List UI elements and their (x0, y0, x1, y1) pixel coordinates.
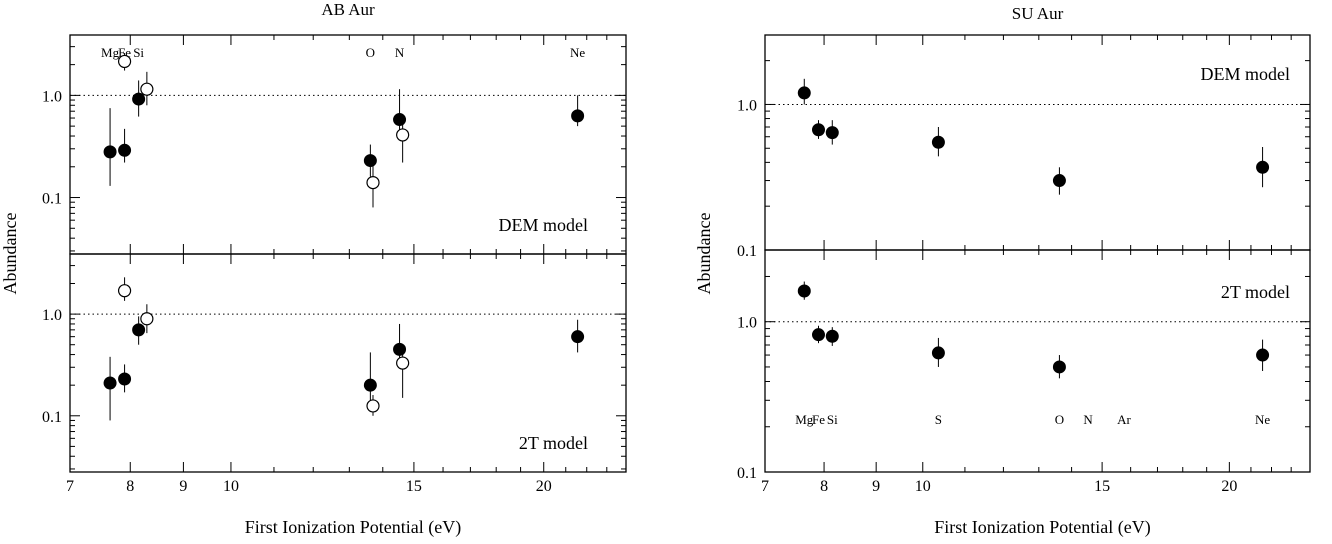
chart-2: SU Aur Abundance First Ionization Potentia… (694, 4, 1311, 538)
panel-label: 2T model (519, 433, 588, 453)
y-tick-label: 0.1 (42, 409, 62, 426)
element-label: N (395, 45, 405, 60)
x-axis-label: First Ionization Potential (eV) (934, 517, 1150, 538)
x-tick-label: 7 (66, 478, 74, 495)
data-point (396, 356, 410, 370)
panel-label: 2T model (1221, 282, 1290, 302)
panel-label: DEM model (499, 215, 589, 235)
data-point (132, 323, 146, 337)
series-2 (117, 52, 410, 208)
data-point (140, 312, 154, 326)
element-label: S (935, 412, 942, 427)
x-tick-label: 8 (126, 478, 134, 495)
y-tick-label: 1.0 (42, 88, 62, 105)
x-axis-label: First Ionization Potential (eV) (245, 517, 461, 538)
data-point (1256, 348, 1270, 362)
y-tick-label: 1.0 (42, 307, 62, 324)
element-label: Mg (795, 412, 814, 427)
x-tick-label: 9 (179, 478, 187, 495)
element-label: O (1055, 412, 1064, 427)
x-tick-label: 20 (536, 478, 552, 495)
element-label: Fe (812, 412, 825, 427)
data-point (118, 372, 132, 386)
y-axis-label: Abundance (694, 213, 714, 295)
element-label: Mg (101, 45, 120, 60)
panel-2: 0.1 1.0 2T model (42, 253, 627, 473)
x-tick-label: 9 (872, 478, 880, 495)
element-label: Ne (570, 45, 585, 60)
y-tick-label: 0.1 (42, 191, 62, 208)
y-tick-label: 1.0 (737, 315, 757, 332)
element-label: O (366, 45, 375, 60)
chart-title: SU Aur (1012, 4, 1064, 23)
x-tick-label: 15 (406, 478, 422, 495)
data-point (797, 86, 811, 100)
panel-1: 0.1 1.0 DEM model (737, 34, 1311, 260)
data-point (366, 176, 380, 190)
plot-frame (69, 253, 627, 473)
data-point (103, 376, 117, 390)
data-point (103, 145, 117, 159)
data-point (363, 154, 377, 168)
element-label: Si (827, 412, 838, 427)
element-label: Fe (118, 45, 131, 60)
data-point (1052, 174, 1066, 188)
element-label: Ar (1117, 412, 1131, 427)
series-1 (103, 80, 585, 186)
data-point (117, 284, 132, 298)
data-point (393, 342, 407, 356)
series-2 (571, 319, 585, 353)
data-point (396, 128, 410, 142)
data-point (132, 92, 146, 106)
data-point (1256, 160, 1270, 174)
data-point (571, 109, 585, 123)
chart-1: AB Aur Abundance First Ionization Potentia… (0, 0, 627, 538)
series-1 (103, 316, 407, 421)
x-tick-label: 20 (1221, 478, 1237, 495)
element-label: Ne (1255, 412, 1270, 427)
panel-2: 0.1 1.0 2T model (737, 249, 1311, 482)
series-1 (797, 281, 1270, 379)
data-point (811, 123, 825, 137)
element-label: Si (133, 45, 144, 60)
panel-label: DEM model (1201, 64, 1291, 84)
data-point (931, 135, 945, 149)
x-tick-label: 7 (761, 478, 769, 495)
data-point (825, 126, 839, 140)
data-point (825, 329, 839, 343)
x-tick-label: 15 (1094, 478, 1110, 495)
x-tick-label: 8 (820, 478, 828, 495)
x-tick-label: 10 (223, 478, 239, 495)
data-point (118, 143, 132, 157)
data-point (811, 328, 825, 342)
series-1 (797, 78, 1270, 195)
data-point (1052, 360, 1066, 374)
data-point (931, 346, 945, 360)
data-point (363, 378, 377, 392)
y-axis-label: Abundance (0, 213, 20, 295)
data-point (797, 284, 811, 298)
y-tick-label: 1.0 (737, 97, 757, 114)
data-point (366, 399, 380, 413)
y-tick-label: 0.1 (737, 243, 757, 260)
data-point (117, 54, 132, 69)
x-tick-label: 10 (915, 478, 931, 495)
series-3 (117, 277, 410, 416)
chart-title: AB Aur (321, 0, 375, 19)
data-point (571, 330, 585, 344)
data-point (140, 82, 154, 96)
data-point (393, 113, 407, 127)
element-label: N (1083, 412, 1093, 427)
panel-1: 0.1 1.0 DEM model (42, 34, 627, 255)
plot-frame (764, 249, 1311, 473)
y-tick-label: 0.1 (737, 465, 757, 482)
